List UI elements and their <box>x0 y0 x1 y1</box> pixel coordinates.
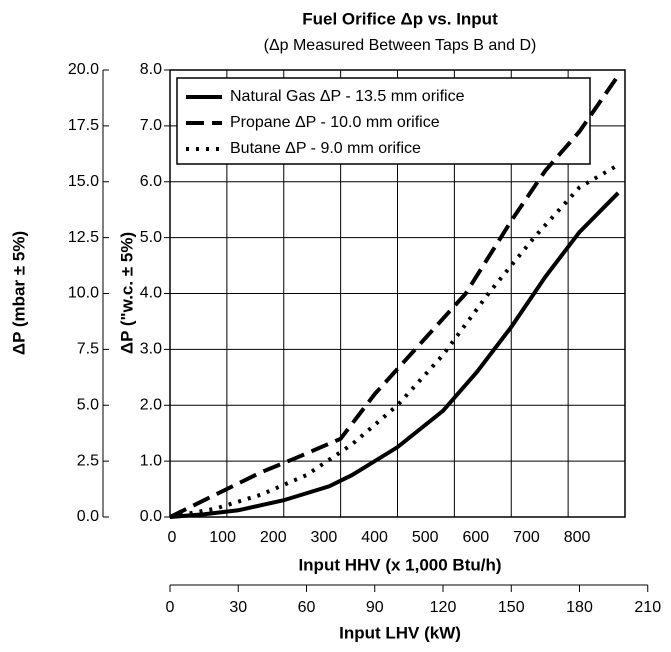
chart-subtitle: (Δp Measured Between Taps B and D) <box>264 37 537 54</box>
y-tick-label: 3.0 <box>140 341 162 358</box>
x2-tick-label: 300 <box>311 529 338 546</box>
x3-axis-label: Input LHV (kW) <box>339 623 461 642</box>
x2-tick-label: 400 <box>361 529 388 546</box>
x3-tick-label: 180 <box>566 599 593 616</box>
legend-label: Propane ΔP - 10.0 mm orifice <box>230 114 440 131</box>
x2-tick-label: 0 <box>168 529 177 546</box>
y2-tick-label: 7.5 <box>77 341 99 358</box>
series-line <box>169 191 620 519</box>
x3-tick-label: 120 <box>430 599 457 616</box>
x3-tick-label: 90 <box>366 599 384 616</box>
y-tick-label: 1.0 <box>140 452 162 469</box>
y2-tick-label: 10.0 <box>68 285 99 302</box>
x2-tick-label: 800 <box>564 529 591 546</box>
y-tick-label: 2.0 <box>140 396 162 413</box>
x2-tick-label: 100 <box>209 529 236 546</box>
plot-frame <box>169 69 626 518</box>
legend-label: Butane ΔP - 9.0 mm orifice <box>230 140 421 157</box>
y-axis-label: ΔP ("w.c. ± 5%) <box>117 232 136 354</box>
x3-tick-label: 0 <box>166 599 175 616</box>
x2-tick-label: 600 <box>462 529 489 546</box>
y-tick-label: 8.0 <box>140 61 162 78</box>
legend-label: Natural Gas ΔP - 13.5 mm orifice <box>230 88 465 105</box>
chart-title: Fuel Orifice Δp vs. Input <box>302 9 498 28</box>
y2-tick-label: 15.0 <box>68 173 99 190</box>
y-tick-label: 0.0 <box>140 508 162 525</box>
x2-tick-label: 500 <box>412 529 439 546</box>
legend-box <box>176 77 591 165</box>
y2-axis-label: ΔP (mbar ± 5%) <box>9 231 28 355</box>
x-axis-label: Input HHV (x 1,000 Btu/h) <box>298 555 501 574</box>
y2-tick-label: 12.5 <box>68 229 99 246</box>
y2-tick-label: 20.0 <box>68 61 99 78</box>
y-tick-label: 7.0 <box>140 117 162 134</box>
y-tick-label: 6.0 <box>140 173 162 190</box>
y2-tick-label: 17.5 <box>68 117 99 134</box>
x2-tick-label: 700 <box>513 529 540 546</box>
y-tick-label: 4.0 <box>140 285 162 302</box>
series-line <box>169 74 620 519</box>
series-line <box>169 163 620 519</box>
x3-tick-label: 210 <box>634 599 661 616</box>
x3-tick-label: 150 <box>498 599 525 616</box>
x2-tick-label: 200 <box>260 529 287 546</box>
x3-tick-label: 60 <box>298 599 316 616</box>
y2-tick-label: 2.5 <box>77 452 99 469</box>
x3-tick-label: 30 <box>229 599 247 616</box>
y2-tick-label: 0.0 <box>77 508 99 525</box>
y-tick-label: 5.0 <box>140 229 162 246</box>
y2-tick-label: 5.0 <box>77 396 99 413</box>
